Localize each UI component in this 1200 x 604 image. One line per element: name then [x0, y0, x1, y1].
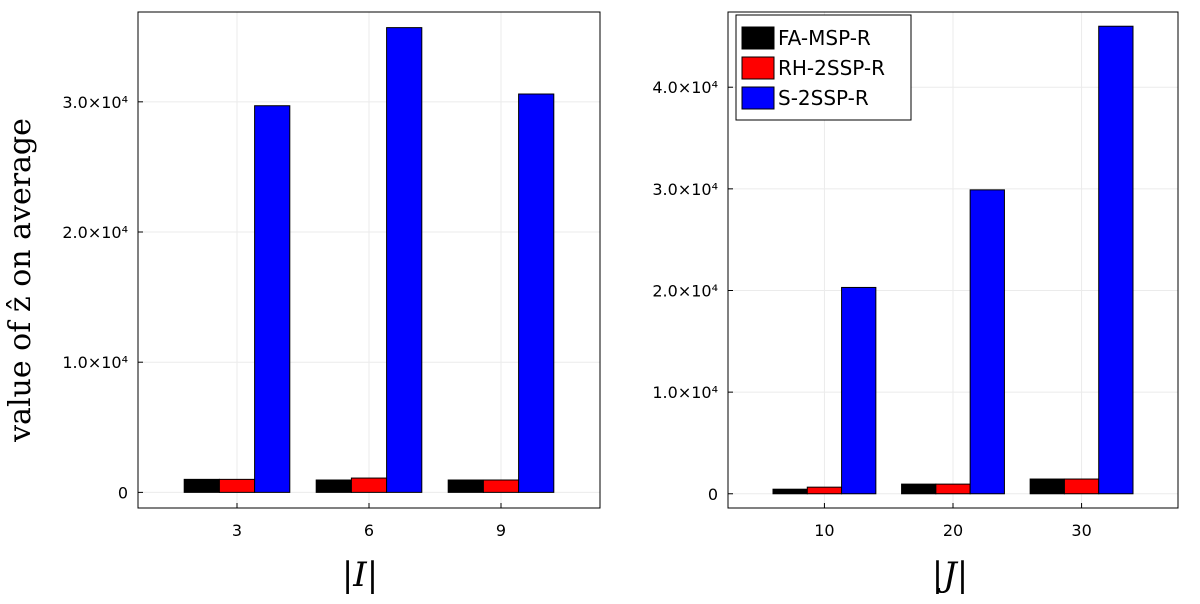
y-tick-label: 4.0×10⁴: [652, 78, 718, 97]
chart-panel-2: 0 1.0×10⁴ 2.0×10⁴ 3.0×10⁴ 4.0×10⁴ 10 20 30 |J| FA…: [652, 11, 1179, 595]
y-tick-label: 1.0×10⁴: [62, 353, 128, 372]
y-tick-label: 1.0×10⁴: [652, 383, 718, 402]
bar-s-2ssp-r-20: [969, 189, 1005, 495]
bar-fa-msp-r-3: [183, 478, 220, 493]
bar-rh-2ssp-r-6: [350, 477, 388, 493]
x-tick-label: 20: [943, 521, 963, 540]
y-tick-label: 3.0×10⁴: [62, 93, 128, 112]
y-axis-label: value of ẑ on average: [3, 118, 38, 443]
bar-fa-msp-r-10: [772, 488, 808, 495]
bar-s-2ssp-r-30: [1098, 25, 1134, 495]
bar-rh-2ssp-r-9: [482, 479, 520, 493]
x-tick-label: 10: [814, 521, 834, 540]
bar-s-2ssp-r-10: [841, 286, 877, 495]
x-axis-label: |I|: [342, 555, 378, 595]
legend-swatch-rh-2ssp-r: [741, 56, 775, 80]
bar-rh-2ssp-r-30: [1063, 478, 1100, 495]
y-tick-label: 0: [708, 485, 718, 504]
bar-rh-2ssp-r-3: [218, 478, 256, 493]
legend-swatch-fa-msp-r: [741, 26, 775, 50]
bar-fa-msp-r-9: [447, 479, 484, 493]
x-tick-label: 3: [232, 521, 242, 540]
legend: FA-MSP-R RH-2SSP-R S-2SSP-R: [735, 14, 912, 121]
legend-label-s-2ssp-r: S-2SSP-R: [778, 86, 869, 110]
legend-swatch-s-2ssp-r: [741, 86, 775, 110]
bar-fa-msp-r-6: [315, 479, 352, 493]
legend-label-rh-2ssp-r: RH-2SSP-R: [778, 56, 885, 80]
y-tick-label: 2.0×10⁴: [652, 281, 718, 300]
bar-fa-msp-r-20: [901, 483, 937, 495]
y-tick-label: 0: [118, 483, 128, 502]
chart-panel-1: 0 1.0×10⁴ 2.0×10⁴ 3.0×10⁴ 3 6 9 |I| value of ẑ o…: [3, 11, 601, 595]
x-tick-label: 30: [1071, 521, 1091, 540]
bar-fa-msp-r-30: [1029, 478, 1065, 495]
bar-rh-2ssp-r-10: [806, 486, 843, 495]
bar-s-2ssp-r-6: [386, 27, 423, 493]
y-tick-label: 2.0×10⁴: [62, 223, 128, 242]
y-tick-label: 3.0×10⁴: [652, 180, 718, 199]
bar-s-2ssp-r-3: [254, 105, 291, 493]
x-tick-label: 6: [364, 521, 374, 540]
legend-label-fa-msp-r: FA-MSP-R: [778, 26, 871, 50]
x-axis-label: |J|: [932, 555, 969, 595]
bar-s-2ssp-r-9: [518, 93, 555, 493]
bar-rh-2ssp-r-20: [935, 483, 971, 495]
x-tick-label: 9: [496, 521, 506, 540]
